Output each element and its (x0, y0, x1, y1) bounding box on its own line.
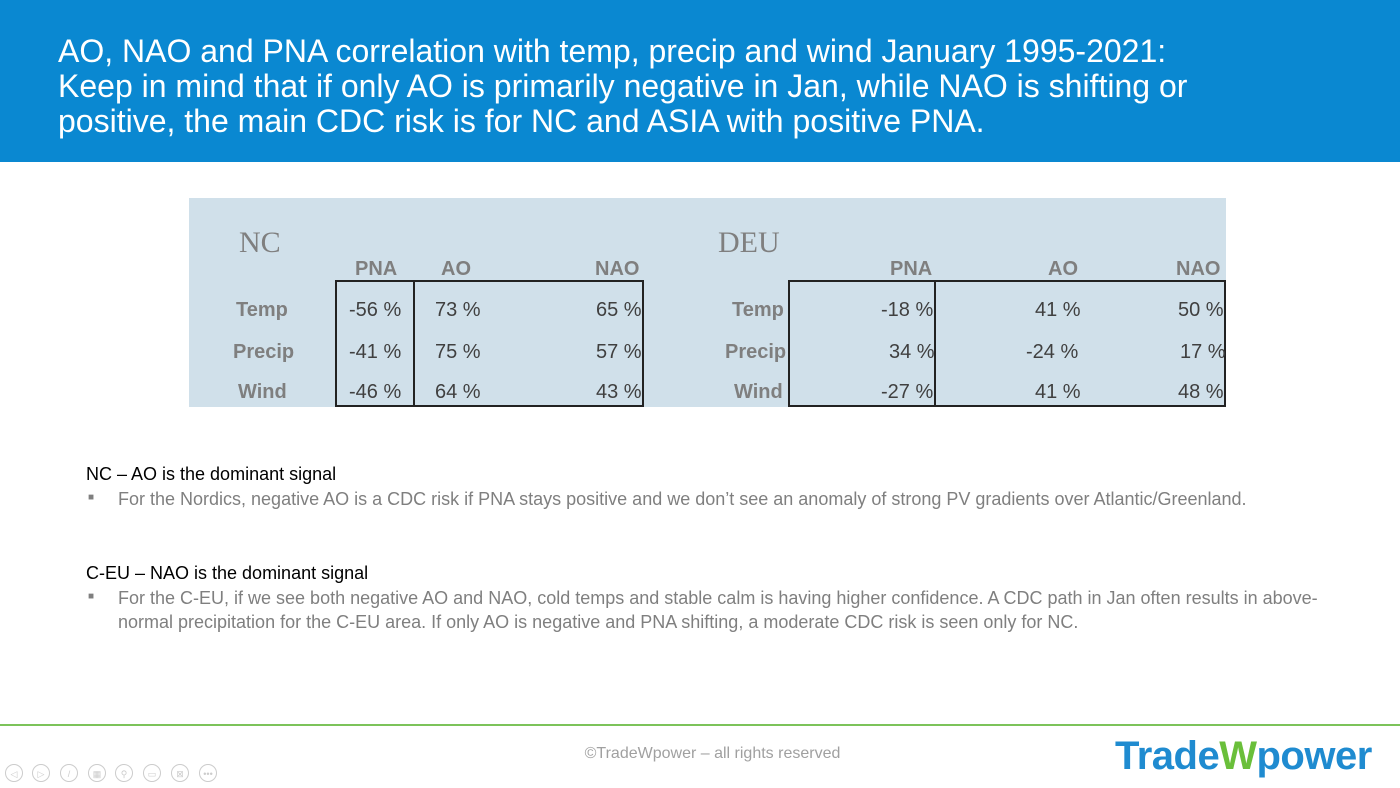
tradewpower-logo: TradeWpower (1115, 734, 1372, 778)
deu-cell: -18 % (881, 299, 934, 321)
nc-pna-box (335, 280, 415, 407)
deu-cell: 41 % (1035, 381, 1081, 403)
nc-cell: 73 % (435, 299, 481, 321)
nc-cell: 43 % (596, 381, 642, 403)
bullet-icon: ■ (88, 591, 95, 602)
deu-col-pna: PNA (890, 258, 933, 280)
note-heading-nc: NC – AO is the dominant signal (86, 464, 337, 484)
nc-col-ao: AO (441, 258, 471, 280)
footer-divider (0, 724, 1400, 726)
zoom-icon[interactable]: ⚲ (115, 764, 133, 782)
deu-cell: 34 % (889, 341, 935, 363)
title-line-1: AO, NAO and PNA correlation with temp, p… (58, 33, 1167, 69)
nc-col-pna: PNA (355, 258, 398, 280)
nc-row-label: Wind (238, 381, 287, 403)
nc-cell: 65 % (596, 299, 642, 321)
deu-col-ao: AO (1048, 258, 1078, 280)
title-banner: AO, NAO and PNA correlation with temp, p… (0, 0, 1400, 162)
previous-icon[interactable]: ◁ (5, 764, 23, 782)
deu-cell: -27 % (881, 381, 934, 403)
deu-row-label: Temp (732, 299, 784, 321)
deu-cell: -24 % (1026, 341, 1079, 363)
title-line-2: Keep in mind that if only AO is primaril… (58, 68, 1188, 104)
nc-cell: -41 % (349, 341, 402, 363)
nc-cell: -56 % (349, 299, 402, 321)
nc-col-nao: NAO (595, 258, 640, 280)
nc-cell: -46 % (349, 381, 402, 403)
deu-col-nao: NAO (1176, 258, 1221, 280)
note-bullet-ceu: For the C-EU, if we see both negative AO… (118, 588, 1318, 632)
pen-icon[interactable]: / (60, 764, 78, 782)
bullet-icon: ■ (88, 492, 95, 503)
deu-title: DEU (718, 226, 780, 259)
deu-row-label: Wind (734, 381, 783, 403)
more-icon[interactable]: ••• (199, 764, 217, 782)
deu-cell: 48 % (1178, 381, 1224, 403)
deu-row-label: Precip (725, 341, 787, 363)
nc-title: NC (239, 226, 281, 259)
nc-row-label: Precip (233, 341, 295, 363)
correlation-table: NC PNA AO NAO Temp Precip Wind -56 % 73 … (189, 198, 1226, 407)
subtitles-icon[interactable]: ▭ (143, 764, 161, 782)
next-icon[interactable]: ▷ (32, 764, 50, 782)
deu-cell: 41 % (1035, 299, 1081, 321)
deu-cell: 50 % (1178, 299, 1224, 321)
camera-off-icon[interactable]: ⊠ (171, 764, 189, 782)
deu-cell: 17 % (1180, 341, 1226, 363)
note-bullet-nc: For the Nordics, negative AO is a CDC ri… (118, 489, 1247, 509)
nc-cell: 57 % (596, 341, 642, 363)
nc-cell: 64 % (435, 381, 481, 403)
copyright: ©TradeWpower – all rights reserved (584, 745, 841, 762)
deu-pna-box (788, 280, 936, 407)
note-heading-ceu: C-EU – NAO is the dominant signal (86, 563, 369, 583)
nc-row-label: Temp (236, 299, 288, 321)
title-line-3: positive, the main CDC risk is for NC an… (58, 103, 985, 139)
slides-icon[interactable]: ▦ (88, 764, 106, 782)
nc-cell: 75 % (435, 341, 481, 363)
